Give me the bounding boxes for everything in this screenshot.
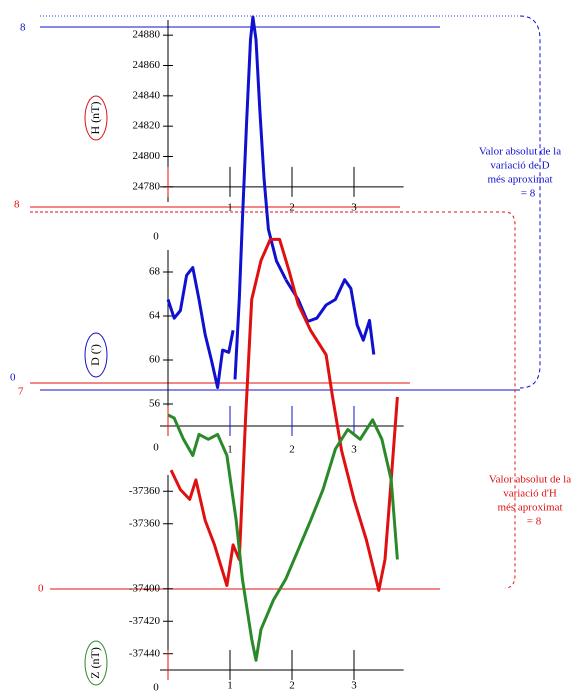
x-tick-label: 1: [227, 202, 233, 214]
data-line: [166, 266, 376, 389]
y-tick-label: 24860: [133, 59, 161, 71]
y-tick-label: -37400: [129, 582, 161, 594]
x-tick-label: 0: [153, 682, 159, 694]
y-tick-label: 24840: [133, 89, 161, 101]
note: = 8: [521, 188, 536, 200]
axis-label-group: H (nT): [84, 95, 108, 141]
y-tick-label: 60: [149, 354, 161, 366]
x-tick-label: 0: [153, 231, 159, 243]
note: més aproximat: [497, 502, 562, 514]
axis-label: D ('): [88, 344, 102, 366]
level-label: 0: [38, 583, 44, 595]
y-tick-label: 24780: [133, 180, 161, 192]
y-tick-label: 24800: [133, 150, 161, 162]
axis-label-circle: [84, 95, 108, 141]
note: Valor absolut de la: [479, 146, 561, 158]
note: = 8: [527, 516, 542, 528]
axis-label-circle: [84, 332, 108, 378]
bracket: [519, 15, 541, 389]
y-tick-label: 24820: [133, 120, 161, 132]
y-tick-label: -37420: [129, 615, 161, 627]
x-tick-label: 3: [351, 202, 357, 214]
axis-label: Z (nT): [88, 647, 102, 679]
y-tick-label: -37440: [129, 647, 161, 659]
note: variació de D: [490, 160, 549, 172]
level-label: 0: [10, 372, 16, 384]
y-tick-label: -37360: [129, 485, 161, 497]
axis-label-group: Z (nT): [84, 640, 108, 686]
note: variació d'H: [503, 488, 557, 500]
axis-label-group: D ('): [84, 332, 108, 378]
level-label: 7: [18, 386, 24, 398]
x-tick-label: 3: [351, 680, 357, 692]
level-label: 8: [20, 22, 26, 34]
x-tick-label: 2: [289, 202, 295, 214]
x-tick-label: 1: [227, 444, 233, 456]
y-tick-label: -37360: [129, 517, 161, 529]
level-label: 8: [14, 199, 20, 211]
x-tick-label: 2: [289, 444, 295, 456]
data-line: [169, 237, 399, 592]
data-line: [233, 15, 288, 380]
note: Valor absolut de la: [489, 474, 571, 486]
x-tick-label: 2: [289, 680, 295, 692]
x-tick-label: 1: [227, 680, 233, 692]
x-tick-label: 0: [153, 442, 159, 454]
axis-label-circle: [84, 640, 108, 686]
y-tick-label: 64: [149, 310, 161, 322]
axis-label: H (nT): [88, 102, 102, 135]
bracket: [400, 211, 516, 589]
data-line: [167, 413, 399, 662]
note: més aproximat: [487, 174, 552, 186]
x-tick-label: 3: [351, 444, 357, 456]
y-tick-label: 68: [149, 266, 161, 278]
y-tick-label: 24880: [133, 29, 161, 41]
y-tick-label: 56: [149, 398, 161, 410]
